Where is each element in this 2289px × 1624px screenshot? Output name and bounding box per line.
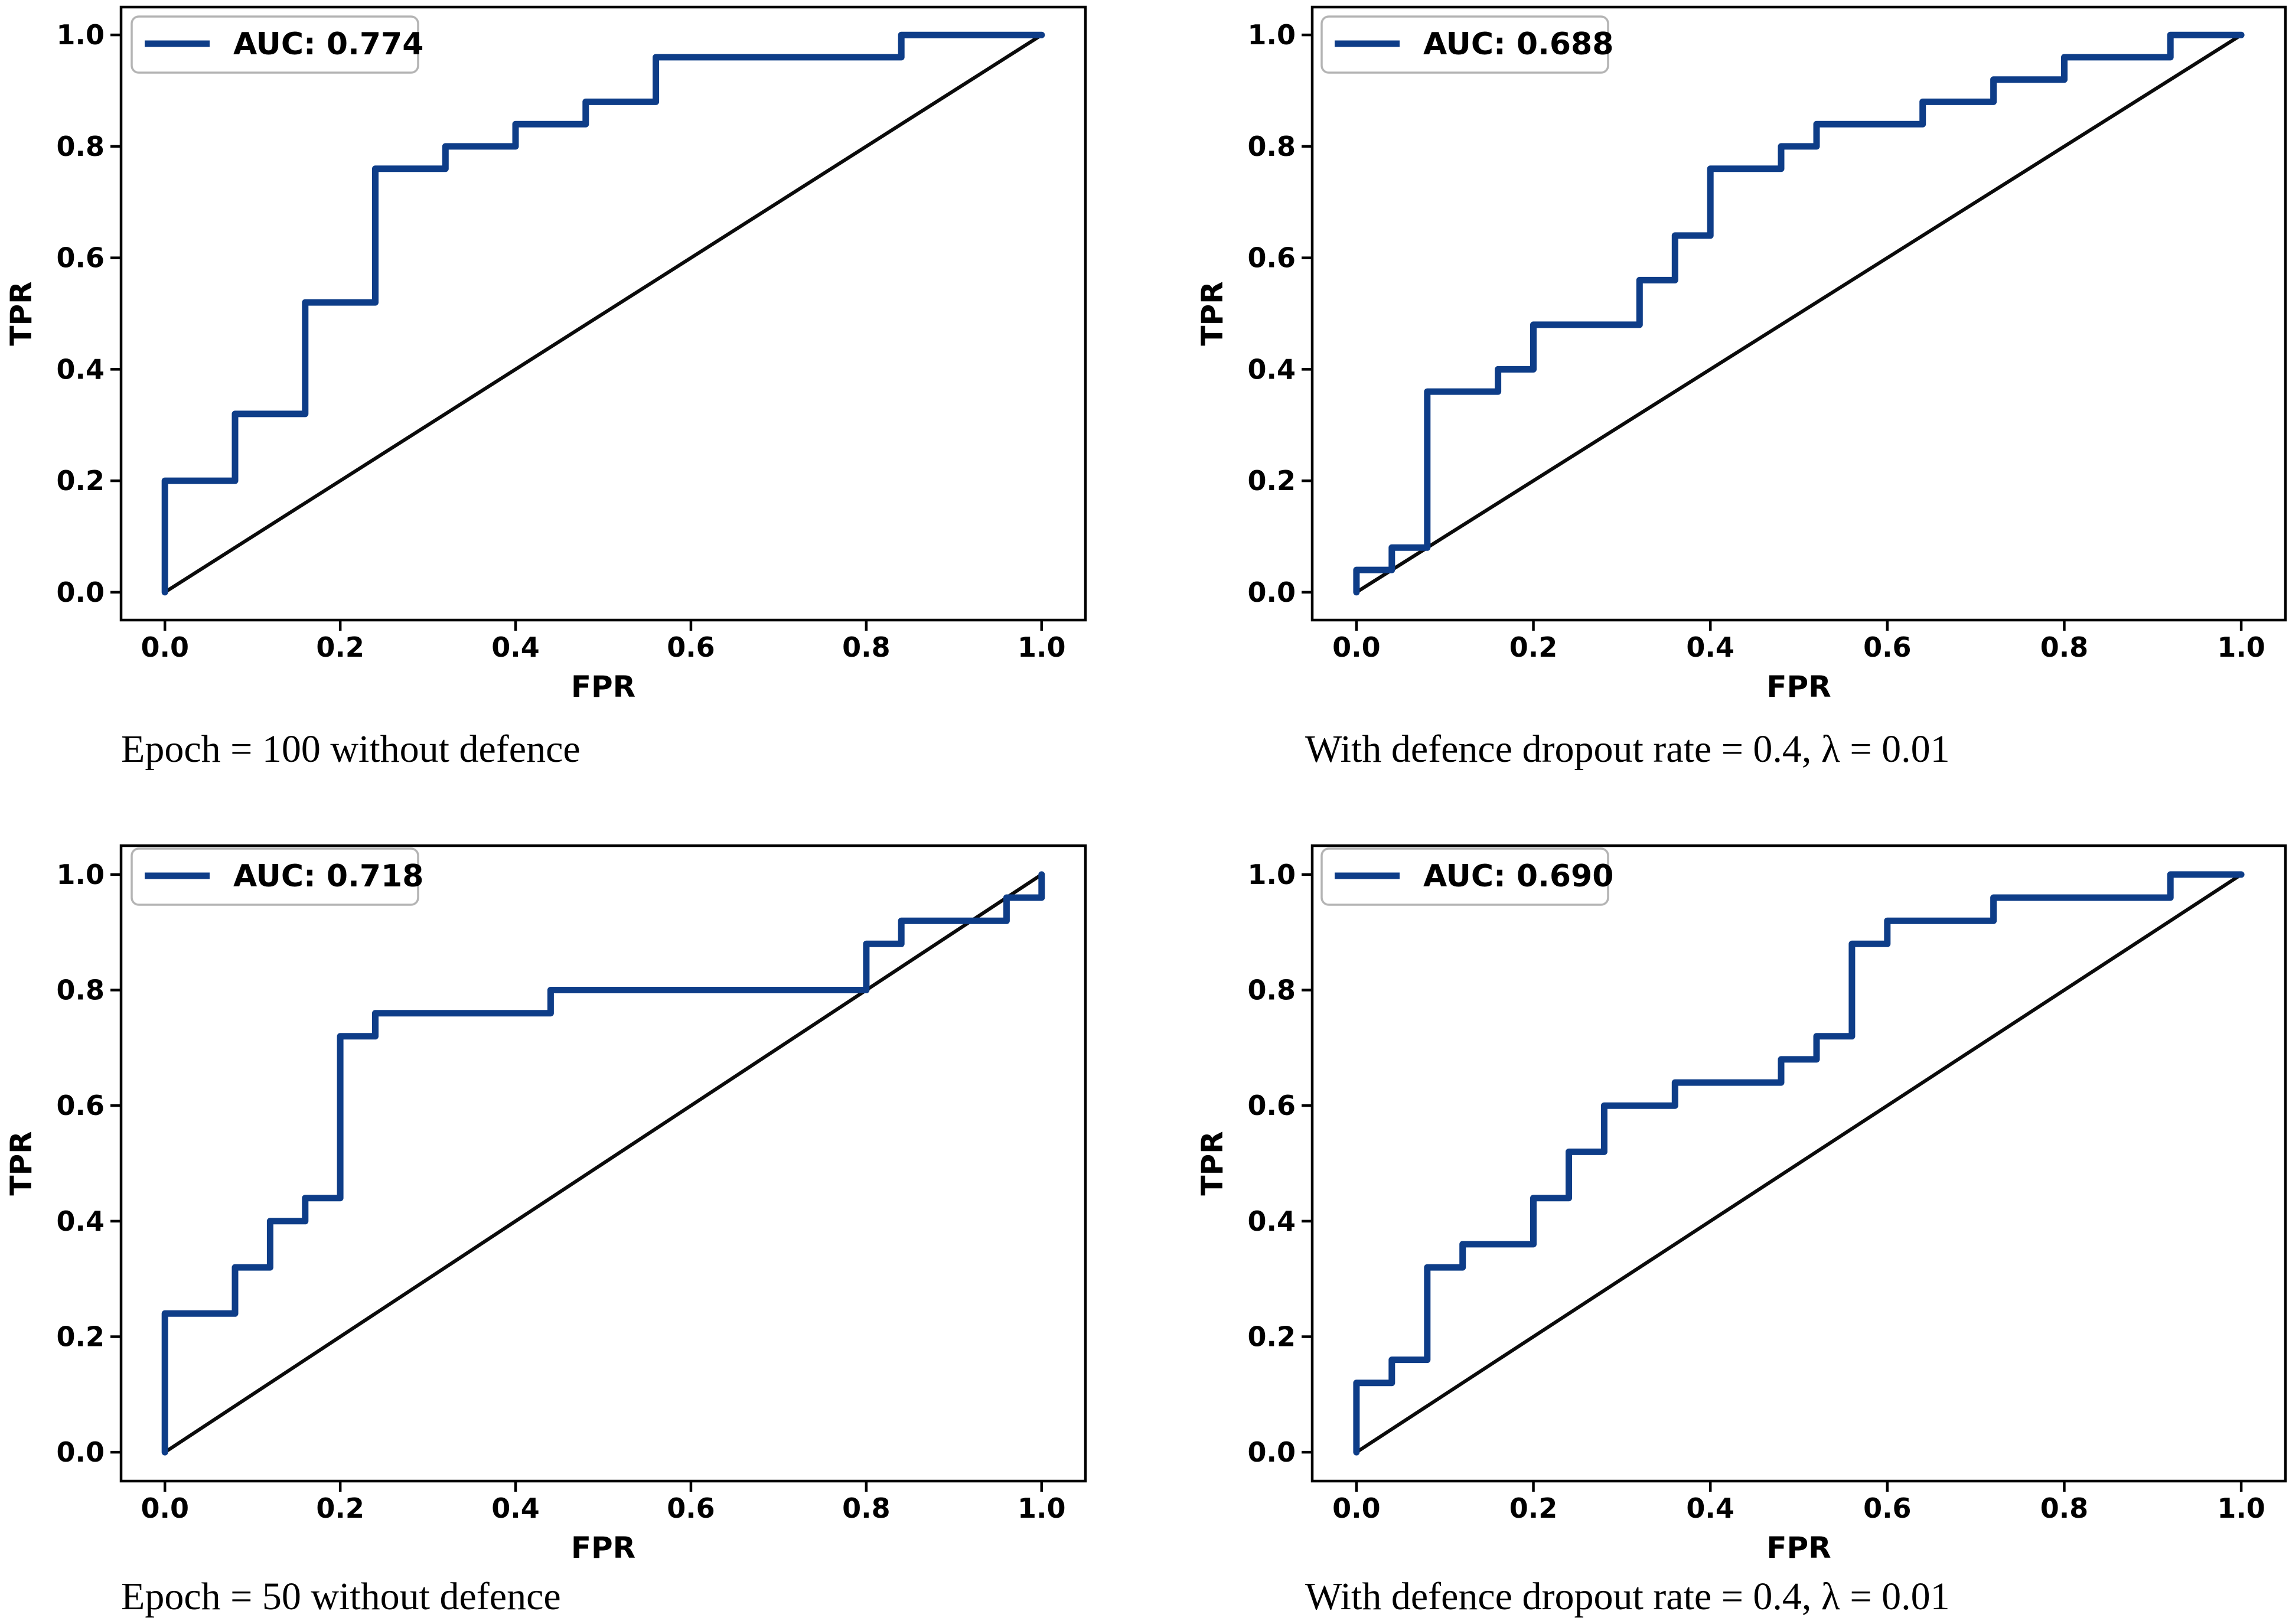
y-tick-label: 1.0 [1248,859,1296,891]
x-tick-label: 0.2 [316,631,364,663]
x-tick-label: 1.0 [1018,1492,1066,1524]
legend: AUC: 0.688 [1320,15,1613,74]
y-tick-label: 0.6 [57,1090,105,1121]
y-tick-label: 0.0 [1248,1436,1296,1468]
legend-label: AUC: 0.718 [233,859,423,894]
y-tick-label: 0.8 [57,974,105,1006]
panel-top-left: 0.0 0.2 0.4 0.6 0.8 1.0 0.0 0.2 0.4 0.6 0.8 1.0 FPR T… [0,0,1144,839]
y-tick-label: 0.8 [1248,131,1296,162]
axes-frame [119,5,1087,622]
x-tick-label: 0.0 [1332,1492,1381,1524]
y-axis-label: TPR [4,1131,38,1195]
panel-top-right: 0.0 0.2 0.4 0.6 0.8 1.0 0.0 0.2 0.4 0.6 0.8 1.0 FPR T… [1144,0,2289,839]
axes-frame [119,844,1087,1483]
x-axis-label: FPR [1766,1531,1831,1565]
x-tick-label: 0.8 [842,1492,891,1524]
legend: AUC: 0.690 [1320,847,1613,906]
caption-with-defence-bottom: With defence dropout rate = 0.4, λ = 0.0… [1305,1575,1950,1618]
roc-curve [161,871,1045,1456]
y-axis-label: TPR [4,281,38,345]
x-tick-label: 0.4 [491,631,540,663]
y-tick-label: 1.0 [57,19,105,51]
roc-curve [1353,31,2245,596]
x-tick-label: 0.0 [141,631,189,663]
x-tick-label: 0.6 [1863,1492,1912,1524]
x-tick-label: 0.4 [1686,631,1734,663]
legend-box [1320,847,1609,906]
x-tick-label: 0.6 [1863,631,1912,663]
y-tick-label: 0.6 [1248,1090,1296,1121]
y-tick-label: 0.0 [57,576,105,608]
roc-curve [1353,871,2245,1456]
caption-epoch-100-no-defence: Epoch = 100 without defence [121,728,581,771]
x-tick-label: 0.6 [667,1492,715,1524]
x-axis-label: FPR [1766,670,1831,704]
roc-curve [161,31,1045,596]
caption-with-defence-top: With defence dropout rate = 0.4, λ = 0.0… [1305,728,1950,771]
y-tick-label: 0.0 [1248,576,1296,608]
panel-bottom-left: 0.0 0.2 0.4 0.6 0.8 1.0 0.0 0.2 0.4 0.6 0.8 1.0 FPR T… [0,839,1144,1620]
y-tick-label: 0.4 [57,353,105,385]
axes-frame [1310,844,2287,1483]
roc-plot-epoch-50-no-defence: 0.0 0.2 0.4 0.6 0.8 1.0 0.0 0.2 0.4 0.6 0.8 1.0 FPR T… [4,844,1087,1565]
legend-box [1320,15,1609,74]
y-tick-label: 0.8 [57,131,105,162]
roc-plot-with-defence-dropout-04-bottom: 0.0 0.2 0.4 0.6 0.8 1.0 0.0 0.2 0.4 0.6 0.8 1.0 FPR T… [1195,844,2287,1565]
x-tick-label: 0.8 [2040,631,2089,663]
y-tick-label: 0.4 [1248,1205,1296,1237]
legend: AUC: 0.718 [131,847,423,906]
x-axis-label: FPR [571,670,635,704]
chance-diagonal-line [1354,872,2244,1455]
x-tick-label: 0.4 [1686,1492,1734,1524]
x-axis-label: FPR [571,1531,635,1565]
chance-diagonal-line [1354,33,2244,594]
x-tick-label: 0.4 [491,1492,540,1524]
y-axis-label: TPR [1195,281,1230,345]
roc-plot-with-defence-dropout-04-top: 0.0 0.2 0.4 0.6 0.8 1.0 0.0 0.2 0.4 0.6 0.8 1.0 FPR T… [1195,5,2287,704]
y-tick-label: 0.0 [57,1436,105,1468]
y-tick-label: 0.8 [1248,974,1296,1006]
y-axis-label: TPR [1195,1131,1230,1195]
legend-box [131,847,419,906]
x-tick-label: 0.2 [1509,631,1558,663]
panel-bottom-right: 0.0 0.2 0.4 0.6 0.8 1.0 0.0 0.2 0.4 0.6 0.8 1.0 FPR T… [1144,839,2289,1620]
x-tick-label: 1.0 [1018,631,1066,663]
y-tick-label: 0.2 [57,1320,105,1352]
y-tick-label: 0.4 [57,1205,105,1237]
legend-box [131,15,419,74]
y-tick-label: 1.0 [1248,19,1296,51]
roc-plot-epoch-100-no-defence: 0.0 0.2 0.4 0.6 0.8 1.0 0.0 0.2 0.4 0.6 0.8 1.0 FPR T… [4,5,1087,704]
x-tick-label: 0.2 [1509,1492,1558,1524]
x-tick-label: 1.0 [2217,1492,2265,1524]
y-tick-label: 0.2 [57,465,105,497]
y-tick-label: 0.2 [1248,465,1296,497]
x-tick-label: 0.2 [316,1492,364,1524]
legend-label: AUC: 0.690 [1423,859,1613,894]
x-tick-label: 0.0 [141,1492,189,1524]
y-tick-label: 0.4 [1248,353,1296,385]
chance-diagonal-line [163,33,1044,594]
y-tick-label: 0.6 [57,242,105,274]
y-tick-label: 0.2 [1248,1320,1296,1352]
x-tick-label: 0.8 [842,631,891,663]
legend: AUC: 0.774 [131,15,423,74]
chance-diagonal-line [163,872,1044,1455]
x-tick-label: 0.0 [1332,631,1381,663]
axes-frame [1310,5,2287,622]
x-tick-label: 0.6 [667,631,715,663]
x-tick-label: 0.8 [2040,1492,2089,1524]
legend-label: AUC: 0.774 [233,27,423,62]
legend-label: AUC: 0.688 [1423,27,1613,62]
y-tick-label: 1.0 [57,859,105,891]
y-tick-label: 0.6 [1248,242,1296,274]
caption-epoch-50-no-defence: Epoch = 50 without defence [121,1575,561,1618]
x-tick-label: 1.0 [2217,631,2265,663]
